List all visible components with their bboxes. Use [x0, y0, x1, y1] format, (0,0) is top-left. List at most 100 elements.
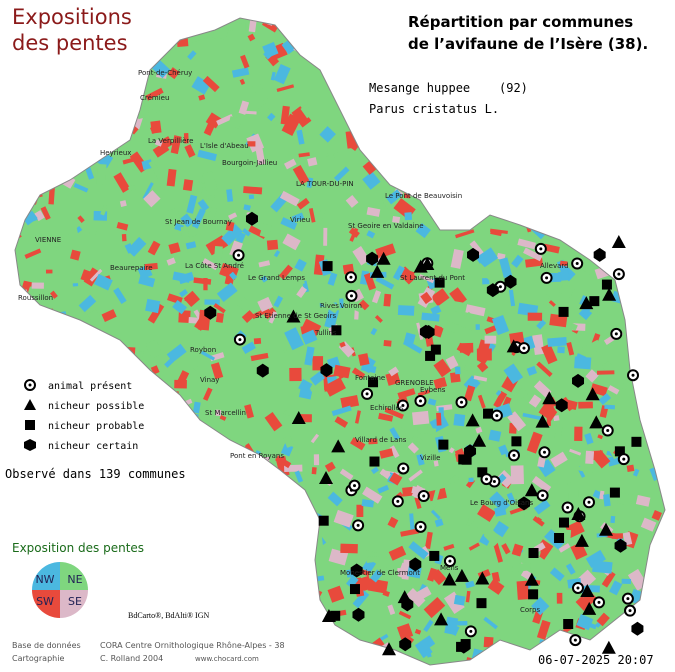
terrain-patch [328, 34, 344, 45]
terrain-patch [511, 194, 525, 203]
terrain-patch [276, 84, 295, 93]
terrain-patch [498, 444, 509, 456]
terrain-patch [659, 308, 665, 321]
town-label: Tullins [314, 329, 337, 337]
possible-symbol [331, 439, 346, 453]
terrain-patch [366, 207, 381, 217]
town-label: St Etienne de St Geoirs [255, 312, 336, 320]
terrain-patch [468, 477, 474, 483]
terrain-patch [301, 329, 318, 345]
terrain-patch [635, 495, 651, 507]
terrain-patch [509, 97, 524, 113]
slope-title: Expositions [12, 5, 132, 29]
terrain-patch [671, 51, 675, 57]
terrain-patch [200, 350, 216, 361]
terrain-patch [581, 189, 591, 201]
terrain-patch [371, 466, 379, 475]
terrain-patch [165, 440, 172, 446]
terrain-patch [376, 662, 390, 665]
terrain-patch [584, 96, 601, 105]
terrain-patch [357, 95, 366, 112]
terrain-patch [147, 95, 165, 114]
terrain-patch [141, 159, 154, 171]
terrain-patch [532, 516, 545, 527]
terrain-patch [296, 129, 305, 145]
present-symbol [566, 505, 570, 509]
town-label: Le Pont de Beauvoisin [385, 192, 462, 200]
terrain-patch [383, 293, 392, 307]
quadrant: NE [67, 573, 82, 586]
terrain-patch [488, 429, 502, 442]
certain-symbol [555, 398, 568, 413]
terrain-patch [404, 212, 413, 221]
terrain-patch [620, 3, 630, 11]
terrain-patch [312, 356, 324, 371]
terrain-patch [416, 453, 425, 466]
terrain-patch [182, 179, 194, 192]
terrain-patch [453, 413, 466, 427]
terrain-patch [486, 316, 495, 324]
terrain-patch [644, 173, 656, 185]
possible-symbol [475, 571, 490, 585]
terrain-patch [282, 347, 287, 354]
probable-symbol [483, 408, 494, 419]
terrain-patch [441, 319, 459, 334]
terrain-patch [406, 129, 417, 140]
terrain-patch [275, 455, 292, 469]
terrain-patch [569, 323, 578, 331]
terrain-patch [327, 491, 343, 507]
terrain-patch [216, 453, 222, 465]
terrain-patch [294, 258, 307, 272]
terrain-patch [640, 517, 657, 532]
terrain-patch [439, 386, 448, 395]
terrain-patch [346, 575, 359, 589]
probable-symbol [425, 350, 436, 361]
terrain-patch [342, 297, 363, 313]
terrain-patch [643, 204, 660, 223]
terrain-patch [660, 181, 665, 193]
terrain-patch [491, 314, 510, 336]
terrain-patch [15, 615, 33, 634]
terrain-patch [588, 585, 600, 593]
town-label: St Jean de Bournay [165, 218, 232, 226]
legend-item: animal présent [48, 380, 132, 392]
probable-symbol [330, 610, 341, 621]
terrain-patch [506, 492, 516, 505]
terrain-patch [599, 184, 613, 203]
terrain-patch [587, 622, 597, 630]
possible-symbol [434, 612, 449, 626]
terrain-patch [417, 426, 437, 435]
terrain-patch [214, 582, 232, 596]
certain-symbol [366, 251, 379, 266]
town-label: Villard de Lans [355, 436, 407, 444]
terrain-patch [633, 333, 646, 351]
probable-symbol [429, 550, 440, 561]
terrain-patch [273, 64, 291, 85]
terrain-patch [38, 618, 56, 633]
terrain-patch [559, 119, 576, 128]
terrain-patch [489, 491, 511, 513]
terrain-patch [173, 404, 189, 419]
map-title: Répartition par communes [408, 13, 633, 31]
certain-symbol [593, 247, 606, 262]
town-label: Pont-de-Chéruy [138, 69, 192, 77]
terrain-patch [284, 158, 297, 170]
terrain-patch [198, 94, 206, 101]
terrain-patch [362, 171, 381, 190]
terrain-patch [547, 144, 561, 163]
legend-item: nicheur possible [48, 401, 144, 412]
terrain-patch [614, 66, 633, 81]
terrain-patch [311, 467, 317, 475]
terrain-patch [562, 598, 571, 606]
terrain-patch [283, 409, 294, 417]
terrain-patch [413, 378, 426, 386]
terrain-patch [174, 379, 187, 389]
terrain-patch [603, 493, 611, 507]
terrain-patch [231, 67, 250, 78]
terrain-patch [523, 61, 537, 70]
terrain-patch [501, 543, 511, 555]
terrain-patch [557, 346, 565, 354]
terrain-patch [643, 307, 658, 320]
terrain-patch [556, 592, 563, 604]
terrain-patch [358, 299, 370, 311]
